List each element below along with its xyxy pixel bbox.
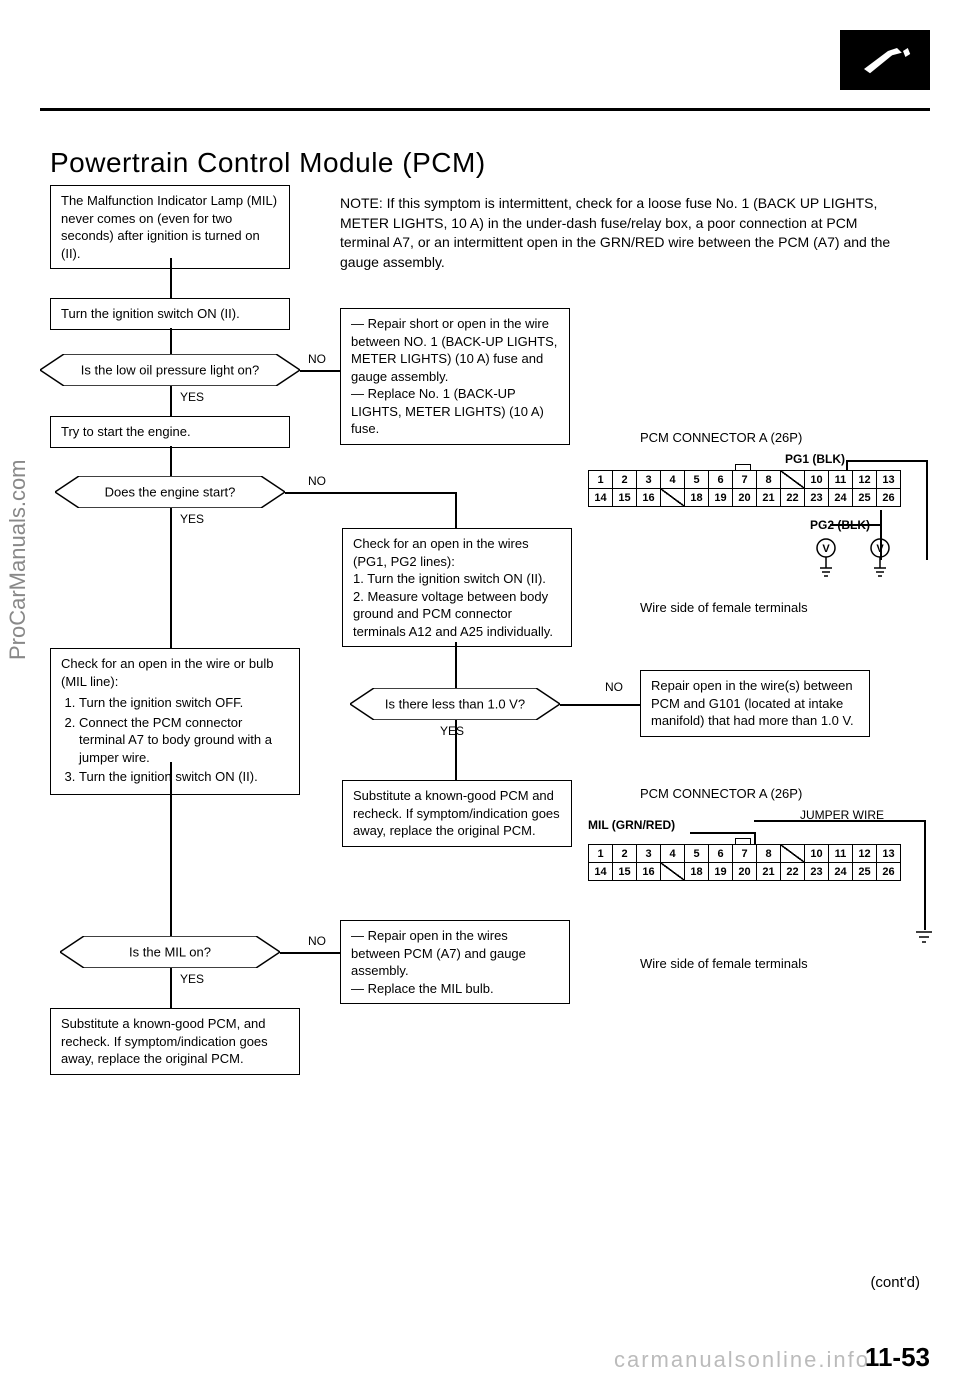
decision-mil-on: Is the MIL on?: [60, 936, 280, 968]
svg-text:V: V: [822, 543, 830, 555]
box-start: The Malfunction Indicator Lamp (MIL) nev…: [50, 185, 290, 269]
note-text: NOTE: If this symptom is intermittent, c…: [340, 194, 910, 272]
box-turn-ignition: Turn the ignition switch ON (II).: [50, 298, 290, 330]
connector-table-1: 1234567810111213 14151618192021222324252…: [588, 470, 901, 507]
conn2-row1: 1234567810111213: [589, 845, 901, 863]
label-wire-side-2: Wire side of female terminals: [640, 956, 808, 971]
conn2-row2: 141516181920212223242526: [589, 863, 901, 881]
label-no-2: NO: [308, 474, 326, 488]
label-wire-side-1: Wire side of female terminals: [640, 600, 808, 615]
box-check-mil: Check for an open in the wire or bulb (M…: [50, 648, 300, 795]
voltmeter-symbol-2: V: [870, 538, 890, 581]
decision-engine-start: Does the engine start?: [55, 476, 285, 508]
page-title: Powertrain Control Module (PCM): [50, 147, 486, 179]
label-yes-2: YES: [180, 512, 204, 526]
page-number: 11-53: [865, 1342, 930, 1373]
box-repair-a7: — Repair open in the wires between PCM (…: [340, 920, 570, 1004]
check-mil-step1: Turn the ignition switch OFF.: [79, 694, 289, 712]
conn1-row1: 1234567810111213: [589, 471, 901, 489]
continued-label: (cont'd): [870, 1274, 920, 1291]
label-pcm-conn-1: PCM CONNECTOR A (26P): [640, 430, 802, 445]
label-no-3: NO: [605, 680, 623, 694]
box-try-start: Try to start the engine.: [50, 416, 290, 448]
label-no-4: NO: [308, 934, 326, 948]
voltmeter-symbol-1: V: [816, 538, 836, 581]
watermark-side: ProCarManuals.com: [5, 459, 31, 660]
box-check-pg: Check for an open in the wires (PG1, PG2…: [342, 528, 572, 647]
box-substitute2: Substitute a known-good PCM, and recheck…: [50, 1008, 300, 1075]
decision-less-1v: Is there less than 1.0 V?: [350, 688, 560, 720]
label-yes-3: YES: [440, 724, 464, 738]
tool-icon: [840, 30, 930, 90]
conn1-row2: 141516181920212223242526: [589, 489, 901, 507]
box-repair-open-wires: Repair open in the wire(s) between PCM a…: [640, 670, 870, 737]
label-pcm-conn-2: PCM CONNECTOR A (26P): [640, 786, 802, 801]
check-mil-step2: Connect the PCM connector terminal A7 to…: [79, 714, 289, 767]
box-substitute1: Substitute a known-good PCM and recheck.…: [342, 780, 572, 847]
connector-table-2: 1234567810111213 14151618192021222324252…: [588, 844, 901, 881]
label-pg1: PG1 (BLK): [785, 452, 845, 466]
svg-text:V: V: [876, 543, 884, 555]
label-mil-wire: MIL (GRN/RED): [588, 818, 675, 832]
label-no-1: NO: [308, 352, 326, 366]
ground-symbol: [914, 930, 934, 953]
flowchart-diagram: NOTE: If this symptom is intermittent, c…: [40, 180, 940, 1180]
section-rule: [40, 108, 930, 111]
label-yes-1: YES: [180, 390, 204, 404]
label-yes-4: YES: [180, 972, 204, 986]
box-repair-short: — Repair short or open in the wire betwe…: [340, 308, 570, 445]
check-mil-title: Check for an open in the wire or bulb (M…: [61, 656, 273, 689]
check-mil-step3: Turn the ignition switch ON (II).: [79, 768, 289, 786]
decision-low-oil: Is the low oil pressure light on?: [40, 354, 300, 386]
watermark-bottom: carmanualsonline.info: [614, 1347, 870, 1373]
